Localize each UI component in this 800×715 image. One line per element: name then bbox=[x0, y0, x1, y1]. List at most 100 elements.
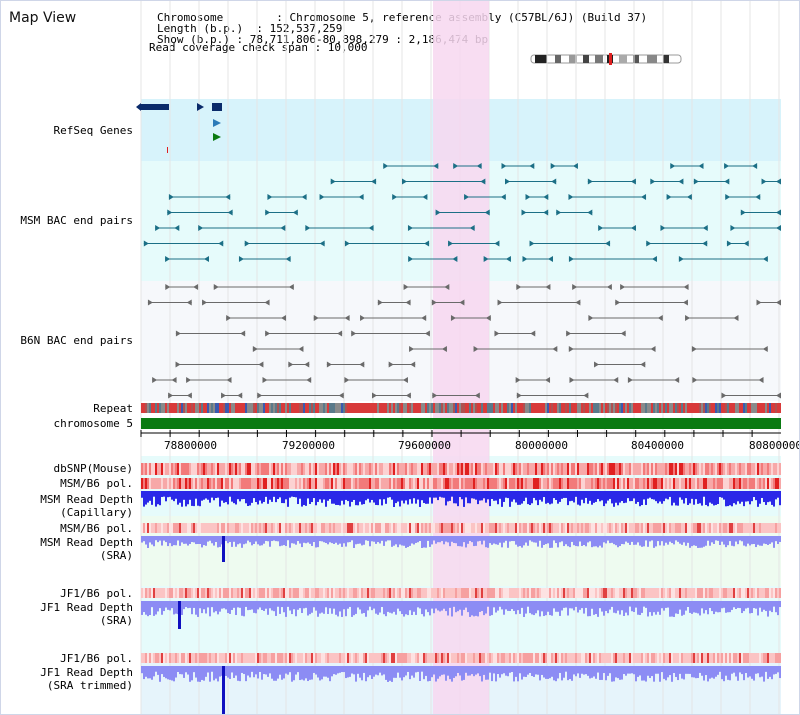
read-depth-bar bbox=[483, 666, 485, 675]
polymorphism-cell bbox=[555, 653, 557, 663]
polymorphism-cell bbox=[347, 463, 349, 475]
axis-tick-label: 80000000 bbox=[515, 439, 568, 452]
polymorphism-cell bbox=[379, 478, 381, 489]
polymorphism-cell bbox=[713, 478, 715, 489]
chromosome-ideogram[interactable] bbox=[529, 53, 685, 65]
read-depth-bar bbox=[207, 601, 209, 608]
polymorphism-cell bbox=[151, 588, 153, 598]
read-depth-bar bbox=[327, 536, 329, 545]
read-depth-bar bbox=[747, 491, 749, 502]
polymorphism-cell bbox=[401, 588, 403, 598]
read-depth-bar bbox=[765, 536, 767, 545]
polymorphism-cell bbox=[633, 523, 635, 533]
polymorphism-cell bbox=[249, 653, 251, 663]
polymorphism-cell bbox=[357, 523, 359, 533]
read-depth-bar bbox=[151, 666, 153, 680]
read-depth-bar bbox=[535, 491, 537, 501]
read-depth-bar bbox=[527, 666, 529, 675]
polymorphism-cell bbox=[593, 653, 595, 663]
polymorphism-cell bbox=[371, 463, 373, 475]
axis-tick-label: 78800000 bbox=[164, 439, 217, 452]
polymorphism-cell bbox=[727, 478, 729, 489]
read-depth-bar bbox=[275, 491, 277, 503]
polymorphism-cell bbox=[379, 653, 381, 663]
polymorphism-cell bbox=[403, 463, 405, 475]
read-depth-bar bbox=[661, 601, 663, 609]
polymorphism-cell bbox=[427, 478, 429, 489]
polymorphism-cell bbox=[773, 478, 775, 489]
repeat-segment bbox=[481, 403, 483, 413]
polymorphism-cell bbox=[431, 588, 433, 598]
repeat-segment bbox=[453, 403, 455, 413]
polymorphism-cell bbox=[163, 478, 165, 489]
polymorphism-cell bbox=[227, 588, 229, 598]
repeat-segment bbox=[709, 403, 711, 413]
read-depth-bar bbox=[347, 601, 349, 609]
polymorphism-cell bbox=[611, 478, 613, 489]
read-depth-bar bbox=[771, 666, 773, 680]
repeat-segment bbox=[213, 403, 215, 413]
polymorphism-cell bbox=[679, 463, 681, 475]
read-depth-bar bbox=[287, 536, 289, 541]
polymorphism-cell bbox=[605, 478, 607, 489]
read-depth-bar bbox=[763, 666, 765, 682]
polymorphism-cell bbox=[461, 588, 463, 598]
repeat-segment bbox=[221, 403, 223, 413]
read-depth-bar bbox=[651, 666, 653, 677]
polymorphism-cell bbox=[737, 478, 739, 489]
bac-end-marker bbox=[725, 194, 731, 200]
polymorphism-cell bbox=[275, 463, 277, 475]
polymorphism-cell bbox=[735, 463, 737, 475]
bac-end-marker bbox=[620, 330, 626, 337]
bac-end-marker bbox=[587, 178, 593, 185]
polymorphism-cell bbox=[727, 653, 729, 663]
read-depth-bar bbox=[295, 491, 297, 498]
bac-end-marker bbox=[392, 194, 398, 200]
polymorphism-cell bbox=[581, 653, 583, 663]
read-depth-bar bbox=[465, 666, 467, 673]
polymorphism-cell bbox=[251, 653, 253, 663]
read-depth-bar bbox=[527, 536, 529, 546]
read-depth-bar bbox=[553, 666, 555, 681]
polymorphism-cell bbox=[643, 653, 645, 663]
read-depth-bar bbox=[175, 601, 177, 614]
read-depth-bar bbox=[161, 666, 163, 675]
polymorphism-cell bbox=[741, 523, 743, 533]
polymorphism-cell bbox=[669, 523, 671, 533]
polymorphism-cell bbox=[759, 588, 761, 598]
repeat-segment bbox=[535, 403, 537, 413]
polymorphism-cell bbox=[757, 588, 759, 598]
polymorphism-cell bbox=[683, 463, 685, 475]
polymorphism-cell bbox=[291, 523, 293, 533]
read-depth-bar bbox=[281, 536, 283, 546]
polymorphism-cell bbox=[331, 478, 333, 489]
polymorphism-cell bbox=[251, 463, 253, 475]
polymorphism-cell bbox=[367, 588, 369, 598]
polymorphism-cell bbox=[141, 463, 143, 475]
polymorphism-cell bbox=[739, 653, 741, 663]
polymorphism-cell bbox=[643, 523, 645, 533]
read-depth-bar bbox=[589, 536, 591, 542]
polymorphism-cell bbox=[267, 653, 269, 663]
polymorphism-cell bbox=[685, 523, 687, 533]
read-depth-bar bbox=[491, 601, 493, 616]
polymorphism-cell bbox=[555, 478, 557, 489]
read-depth-bar bbox=[165, 491, 167, 502]
read-depth-bar bbox=[291, 601, 293, 615]
polymorphism-cell bbox=[563, 588, 565, 598]
polymorphism-cell bbox=[261, 653, 263, 663]
read-depth-bar bbox=[527, 601, 529, 607]
repeat-segment bbox=[335, 403, 337, 413]
read-depth-bar bbox=[753, 601, 755, 609]
polymorphism-cell bbox=[709, 463, 711, 475]
polymorphism-cell bbox=[417, 478, 419, 489]
read-depth-bar bbox=[761, 536, 763, 546]
read-depth-bar bbox=[455, 536, 457, 544]
bac-end-marker bbox=[319, 240, 325, 247]
polymorphism-cell bbox=[501, 463, 503, 475]
read-depth-bar bbox=[197, 601, 199, 617]
polymorphism-cell bbox=[199, 523, 201, 533]
read-depth-bar bbox=[625, 536, 627, 542]
repeat-segment bbox=[549, 403, 551, 413]
